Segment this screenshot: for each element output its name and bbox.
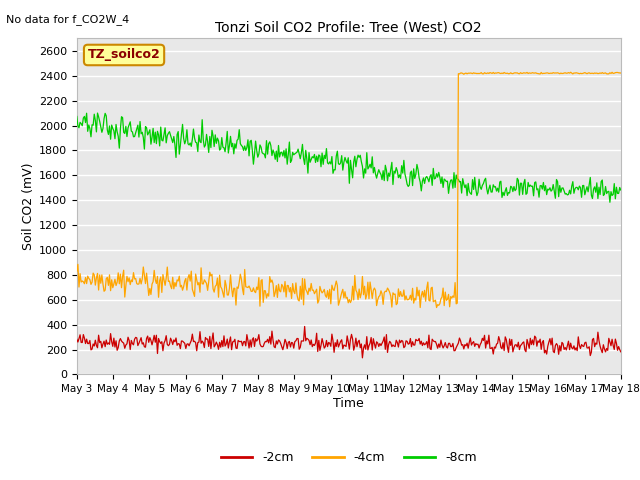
Text: TZ_soilco2: TZ_soilco2 [88, 48, 161, 61]
Text: No data for f_CO2W_4: No data for f_CO2W_4 [6, 14, 130, 25]
Y-axis label: Soil CO2 (mV): Soil CO2 (mV) [22, 163, 35, 250]
Title: Tonzi Soil CO2 Profile: Tree (West) CO2: Tonzi Soil CO2 Profile: Tree (West) CO2 [216, 21, 482, 35]
X-axis label: Time: Time [333, 397, 364, 410]
Legend: -2cm, -4cm, -8cm: -2cm, -4cm, -8cm [216, 446, 482, 469]
